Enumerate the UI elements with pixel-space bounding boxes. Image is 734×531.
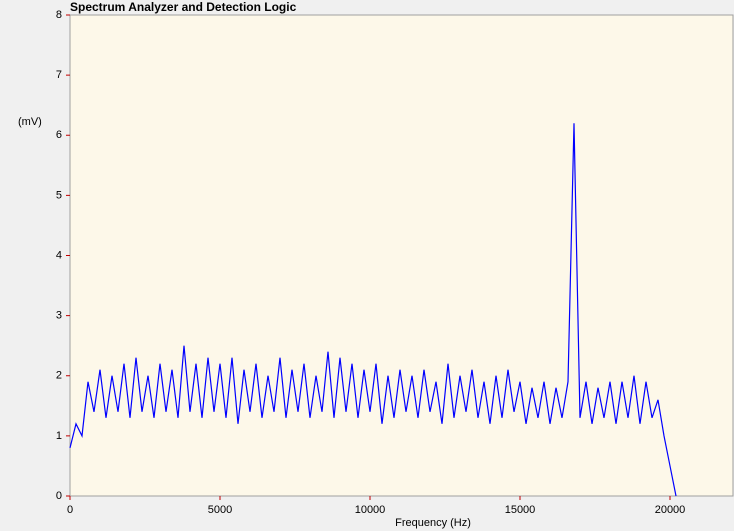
chart-title: Spectrum Analyzer and Detection Logic	[70, 0, 297, 14]
x-tick-label: 5000	[208, 504, 232, 516]
y-tick-label: 6	[56, 129, 62, 141]
y-tick-label: 0	[56, 490, 62, 502]
plot-area	[69, 14, 734, 497]
x-tick-label: 20000	[655, 504, 686, 516]
x-tick-label: 0	[67, 504, 73, 516]
y-tick-label: 8	[56, 9, 62, 21]
y-tick-label: 2	[56, 370, 62, 382]
spectrum-line	[69, 123, 677, 497]
y-tick-label: 1	[56, 430, 62, 442]
y-axis-label: (mV)	[18, 116, 42, 128]
y-tick-label: 3	[56, 310, 62, 322]
x-tick-label: 15000	[505, 504, 536, 516]
y-tick-label: 5	[56, 189, 62, 201]
x-axis-label: Frequency (Hz)	[395, 517, 471, 529]
y-tick-label: 7	[56, 69, 62, 81]
y-tick-label: 4	[56, 249, 62, 261]
x-tick-label: 10000	[355, 504, 386, 516]
